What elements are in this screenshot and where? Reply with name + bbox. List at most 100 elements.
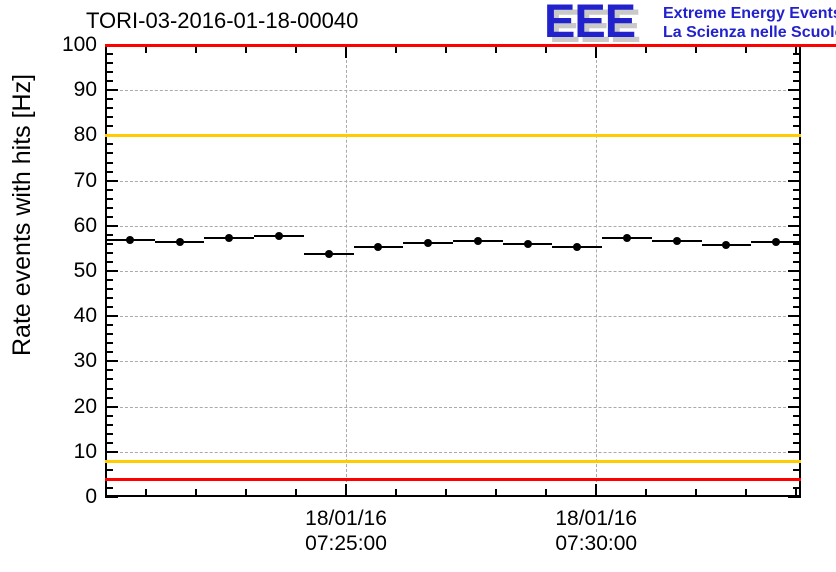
y-minor-tick-right <box>793 80 801 83</box>
data-point-marker <box>573 242 582 251</box>
y-major-tick-right <box>788 179 801 182</box>
data-point-marker <box>125 236 134 245</box>
x-major-tick-top <box>595 45 598 58</box>
y-major-tick-right <box>788 360 801 363</box>
y-minor-tick-right <box>793 414 801 417</box>
y-minor-tick <box>105 188 113 191</box>
data-point-marker <box>424 238 433 247</box>
x-minor-tick <box>795 489 798 497</box>
v-gridline <box>596 45 598 497</box>
y-tick-label: 90 <box>73 78 97 102</box>
y-minor-tick <box>105 414 113 417</box>
x-minor-tick <box>695 489 698 497</box>
y-major-tick-right <box>788 450 801 453</box>
x-minor-tick <box>395 489 398 497</box>
y-major-tick <box>105 405 118 408</box>
y-tick-label: 50 <box>73 259 97 282</box>
y-minor-tick <box>105 297 113 300</box>
y-minor-tick <box>105 288 113 291</box>
y-major-tick <box>105 496 118 498</box>
y-major-tick-right <box>788 89 801 92</box>
x-minor-tick-top <box>244 45 247 53</box>
h-gridline <box>105 406 801 408</box>
y-tick-label: 30 <box>73 349 97 373</box>
y-minor-tick-right <box>793 125 801 128</box>
threshold-line-80hz <box>105 134 801 138</box>
y-minor-tick <box>105 306 113 309</box>
y-major-tick-right <box>788 270 801 272</box>
y-tick-label: 100 <box>61 33 97 56</box>
x-minor-tick <box>495 489 498 497</box>
y-minor-tick <box>105 215 113 218</box>
y-minor-tick-right <box>793 206 801 209</box>
y-minor-tick <box>105 396 113 399</box>
plot-frame <box>105 45 801 497</box>
x-major-tick-top <box>345 45 348 58</box>
y-minor-tick <box>105 80 113 83</box>
y-minor-tick <box>105 242 113 245</box>
y-minor-tick-right <box>793 351 801 354</box>
x-minor-tick-top <box>445 45 448 53</box>
x-minor-tick <box>144 489 147 497</box>
y-minor-tick-right <box>793 251 801 254</box>
y-minor-tick <box>105 378 113 381</box>
y-minor-tick-right <box>793 233 801 236</box>
x-minor-tick <box>194 489 197 497</box>
y-minor-tick <box>105 251 113 254</box>
y-minor-tick-right <box>793 53 801 56</box>
y-tick-label: 80 <box>73 123 97 147</box>
x-minor-tick-top <box>495 45 498 53</box>
x-minor-tick-top <box>395 45 398 53</box>
y-minor-tick <box>105 387 113 390</box>
h-gridline <box>105 361 801 363</box>
y-minor-tick <box>105 369 113 372</box>
y-major-tick <box>105 270 118 272</box>
data-point-marker <box>772 237 781 246</box>
x-tick-label: 18/01/16 07:30:00 <box>511 506 681 556</box>
y-minor-tick <box>105 197 113 200</box>
y-minor-tick <box>105 333 113 336</box>
x-minor-tick-top <box>795 45 798 53</box>
y-tick-label: 60 <box>73 213 97 237</box>
y-major-tick-right <box>788 315 801 318</box>
y-minor-tick <box>105 161 113 164</box>
h-gridline <box>105 451 801 453</box>
y-minor-tick <box>105 260 113 263</box>
v-gridline <box>346 45 348 497</box>
y-minor-tick-right <box>793 71 801 74</box>
y-minor-tick <box>105 351 113 354</box>
x-major-tick <box>345 484 348 497</box>
x-minor-tick-top <box>695 45 698 53</box>
y-minor-tick-right <box>793 342 801 345</box>
x-minor-tick <box>244 489 247 497</box>
x-tick-label-date: 18/01/16 <box>305 507 387 530</box>
x-minor-tick-top <box>144 45 147 53</box>
y-minor-tick <box>105 423 113 426</box>
x-minor-tick-top <box>545 45 548 53</box>
data-point-marker <box>623 234 631 243</box>
y-minor-tick-right <box>793 486 801 489</box>
y-minor-tick-right <box>793 188 801 191</box>
y-minor-tick-right <box>793 62 801 65</box>
y-minor-tick-right <box>793 116 801 119</box>
data-point-marker <box>523 239 532 248</box>
x-major-tick <box>595 484 598 497</box>
x-minor-tick-top <box>745 45 748 53</box>
y-minor-tick <box>105 116 113 119</box>
x-minor-tick-top <box>645 45 648 53</box>
y-minor-tick <box>105 432 113 435</box>
y-minor-tick <box>105 71 113 74</box>
y-major-tick-right <box>788 496 801 498</box>
h-gridline <box>105 271 801 272</box>
h-gridline <box>105 90 801 92</box>
y-tick-label: 70 <box>73 168 97 192</box>
x-minor-tick <box>545 489 548 497</box>
threshold-line-100hz <box>105 44 836 47</box>
y-minor-tick <box>105 206 113 209</box>
y-tick-label: 40 <box>73 304 97 328</box>
y-minor-tick-right <box>793 279 801 282</box>
x-minor-tick <box>745 489 748 497</box>
y-minor-tick <box>105 324 113 327</box>
y-minor-tick-right <box>793 324 801 327</box>
y-minor-tick <box>105 342 113 345</box>
